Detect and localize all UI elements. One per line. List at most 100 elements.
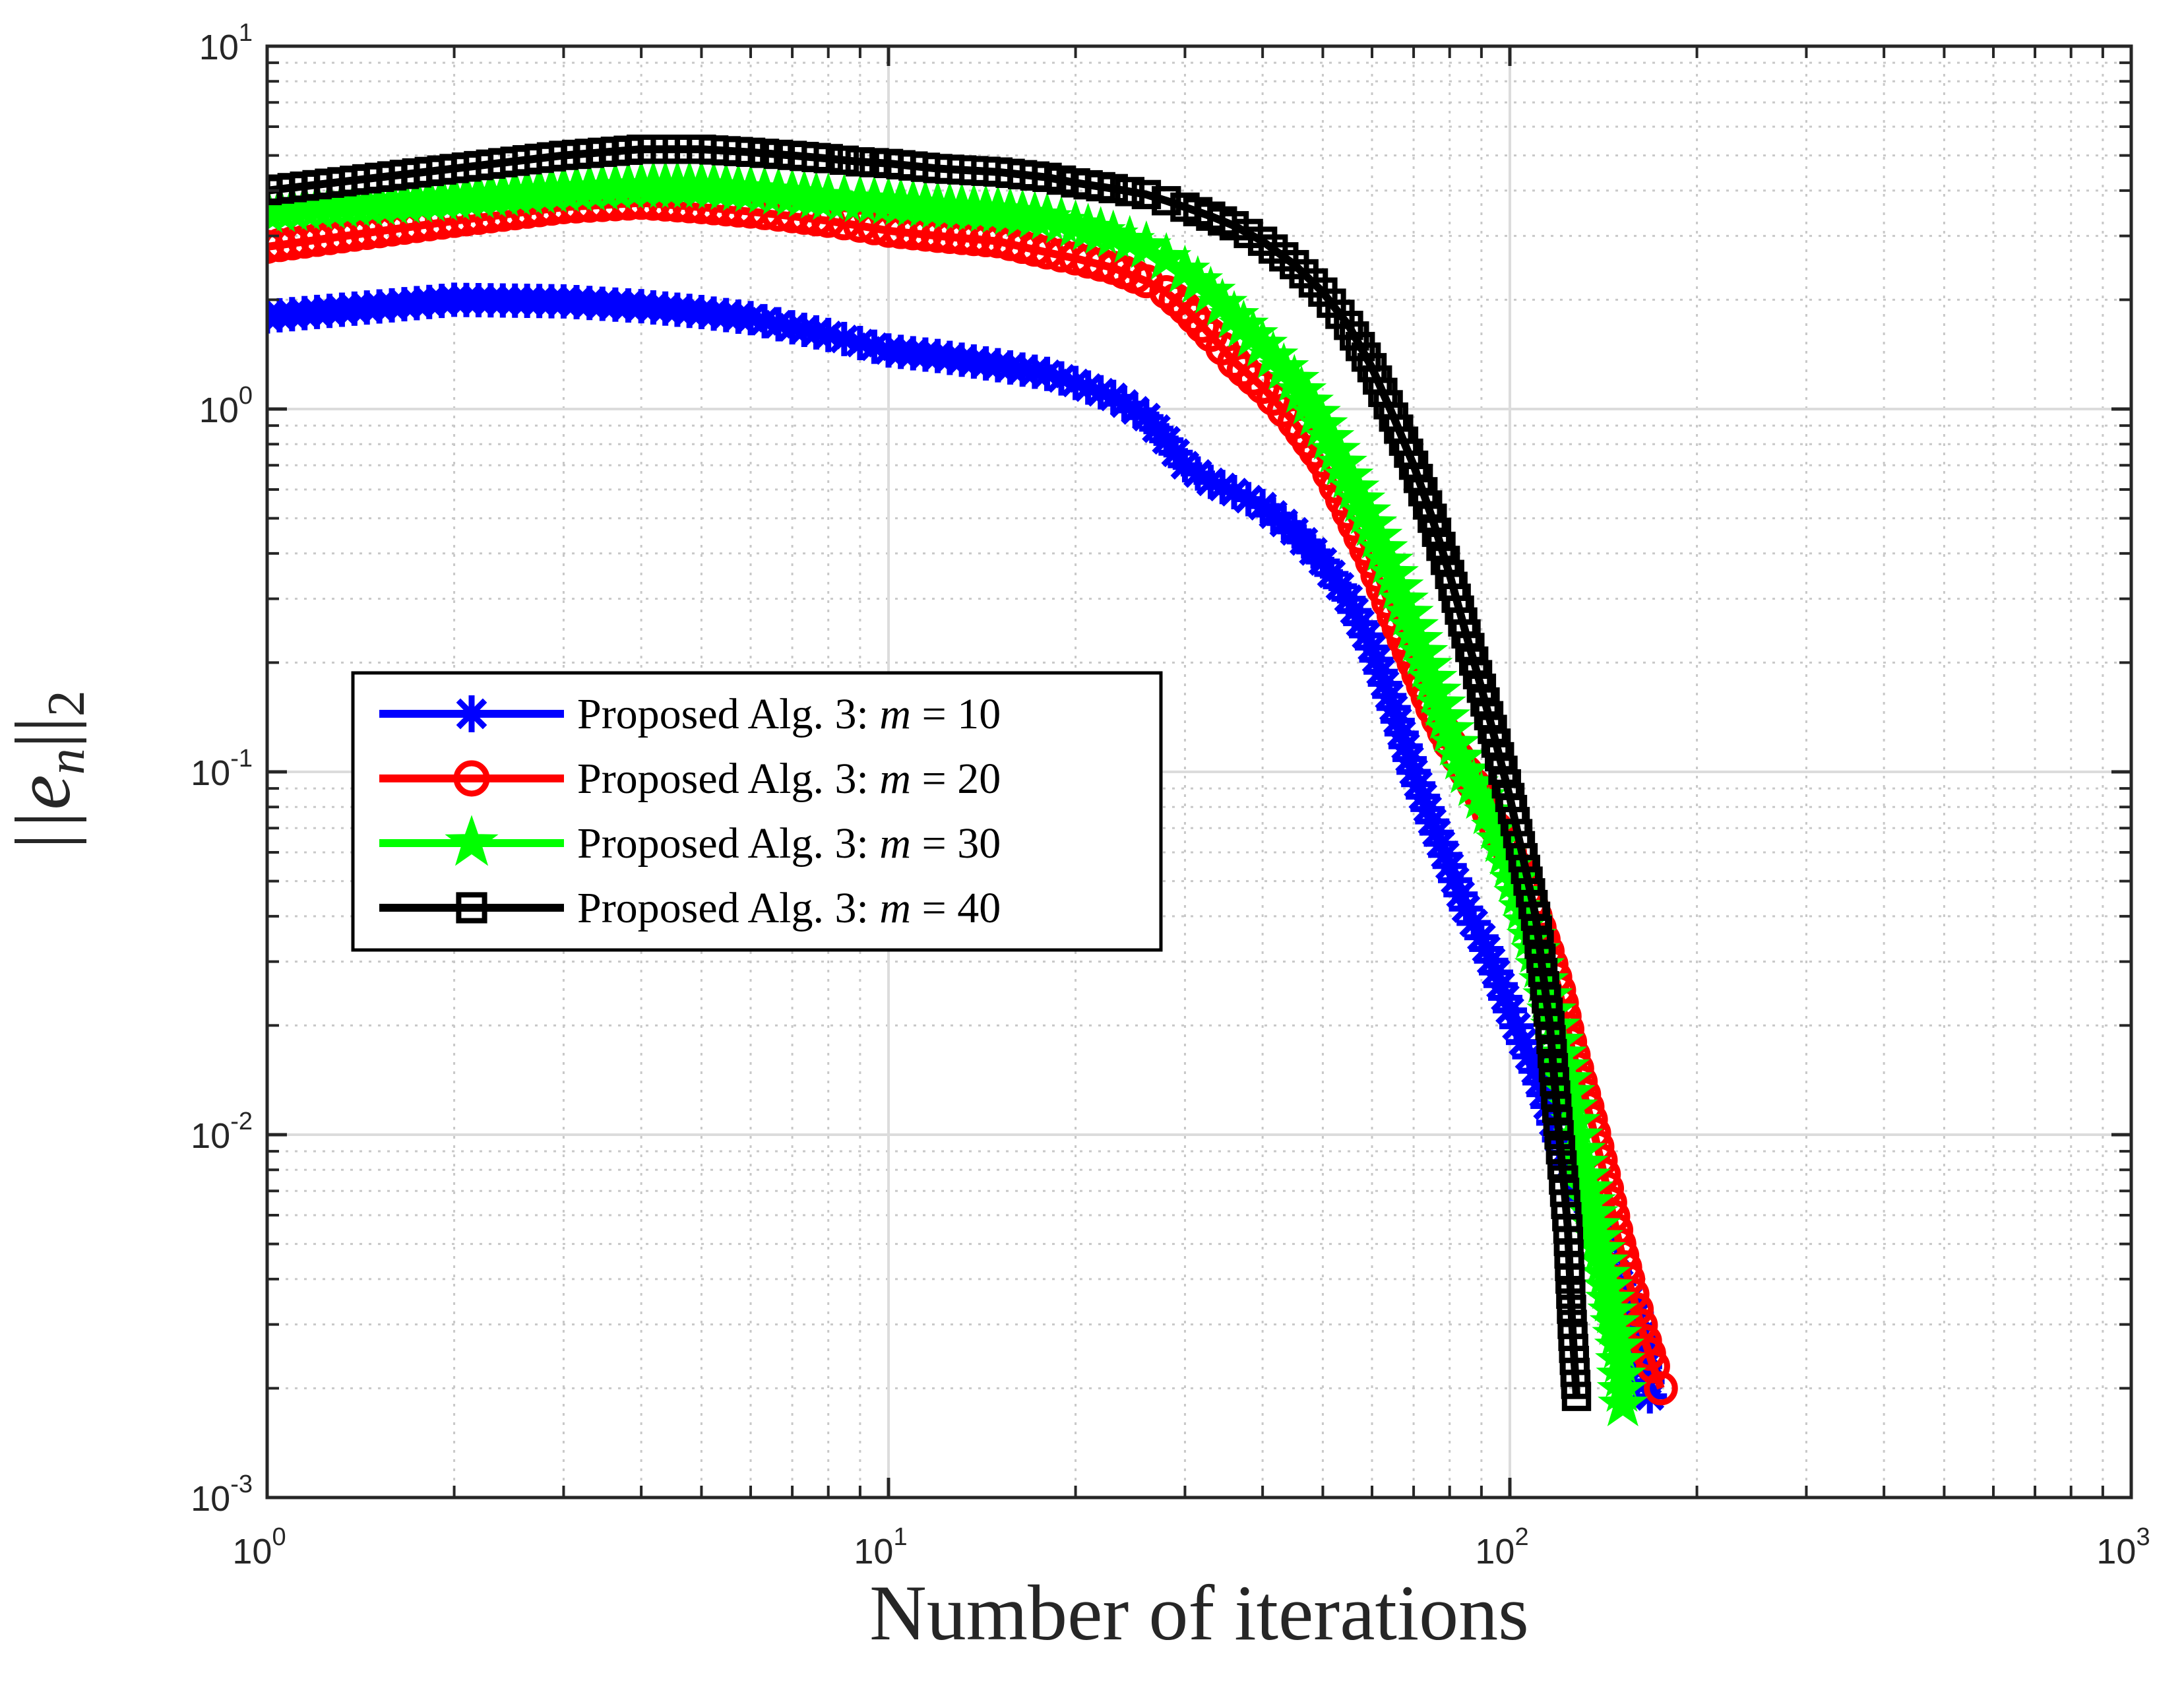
data-point-pentagram (1009, 190, 1060, 239)
x-tick-base: 10 (232, 1532, 272, 1571)
y-tick-exp: 0 (239, 382, 253, 410)
data-point-asterisk (1488, 980, 1523, 1015)
data-point-square (1233, 218, 1263, 249)
x-tick-base: 10 (1475, 1532, 1514, 1571)
data-point-pentagram (900, 179, 951, 228)
y-tick-base: 10 (191, 1479, 230, 1519)
data-point-pentagram (1036, 195, 1087, 244)
data-point-circle (1235, 362, 1270, 396)
data-point-square (1131, 179, 1162, 210)
legend-label-suffix: = 40 (911, 884, 1001, 932)
svg-text:||en||2: ||en||2 (0, 690, 96, 853)
legend-entry-4: Proposed Alg. 3: m = 40 (379, 884, 1001, 932)
data-point-square (456, 892, 487, 924)
data-point-circle (453, 760, 490, 797)
legend-entry-2: Proposed Alg. 3: m = 20 (379, 755, 1001, 803)
data-point-pentagram (1420, 691, 1471, 740)
y-tick-exp: -3 (230, 1470, 253, 1498)
data-point-pentagram (713, 163, 764, 211)
data-point-asterisk (1499, 1009, 1534, 1044)
data-point-asterisk (1231, 482, 1266, 517)
data-point-asterisk (827, 321, 861, 356)
legend-label-prefix: Proposed Alg. 3: (577, 819, 879, 868)
data-point-square (1561, 1370, 1591, 1399)
y-tick-labels: 10-3 10-2 10 -1 10 0 101 (191, 19, 253, 1519)
data-point-circle (1644, 1371, 1678, 1406)
x-tick-exp: 2 (1514, 1523, 1528, 1551)
grid-minor (267, 46, 2131, 1498)
legend-label: Proposed Alg. 3: m = 40 (577, 884, 1001, 932)
data-point-pentagram (819, 173, 869, 222)
x-tick-label: 103 (2096, 1523, 2150, 1571)
data-point-pentagram (1340, 486, 1392, 534)
data-point-circle (1226, 353, 1261, 387)
x-tick-exp: 1 (893, 1523, 907, 1551)
data-point-pentagram (1075, 206, 1126, 254)
data-point-pentagram (445, 815, 499, 866)
data-point-square (1115, 177, 1145, 206)
data-point-asterisk (1139, 411, 1174, 446)
x-tick-labels: 100 101 102 103 (232, 1523, 2150, 1571)
x-tick-label: 102 (1475, 1523, 1528, 1571)
data-point-square (1557, 1294, 1586, 1324)
data-point-pentagram (1290, 387, 1341, 436)
legend-label-var: m (879, 819, 911, 868)
data-point-pentagram (1104, 214, 1155, 263)
data-point-pentagram (1259, 342, 1309, 391)
data-point-circle (1118, 259, 1153, 294)
legend-label: Proposed Alg. 3: m = 10 (577, 690, 1001, 738)
data-point-square (1538, 1053, 1569, 1083)
x-tick-base: 10 (2096, 1532, 2136, 1571)
data-point-pentagram (1596, 1364, 1648, 1412)
data-point-square (1152, 186, 1181, 216)
data-point-square (1526, 943, 1556, 973)
x-tick-label: 100 (232, 1523, 286, 1571)
y-tick-exp: 1 (239, 19, 253, 47)
data-point-asterisk (1443, 877, 1478, 912)
data-point-square (1556, 1279, 1586, 1309)
series-3 (267, 160, 1648, 1427)
legend-entry-1: Proposed Alg. 3: m = 10 (379, 690, 1001, 738)
data-point-asterisk (453, 695, 490, 732)
data-point-square (1298, 268, 1328, 298)
data-point-square (1413, 490, 1443, 520)
data-point-asterisk (857, 329, 892, 364)
data-point-pentagram (1582, 1261, 1633, 1310)
data-point-asterisk (1017, 354, 1052, 389)
y-tick-label: 101 (199, 19, 253, 67)
data-point-pentagram (849, 175, 900, 224)
y-tick-label: 10-3 (191, 1470, 253, 1519)
data-point-pentagram (1197, 278, 1248, 326)
data-point-pentagram (1435, 731, 1486, 780)
y-tick-exp: -1 (230, 745, 253, 773)
data-point-circle (1017, 232, 1052, 267)
data-point-pentagram (1463, 786, 1514, 835)
series-4 (267, 134, 1592, 1411)
data-point-pentagram (1317, 437, 1367, 486)
data-point-square (1555, 1251, 1584, 1282)
data-point-asterisk (1044, 361, 1079, 396)
data-point-pentagram (1592, 1308, 1642, 1357)
data-point-pentagram (1402, 639, 1453, 688)
y-axis-label-base: ||e (0, 774, 86, 853)
data-point-square (1046, 165, 1076, 195)
data-point-asterisk (1392, 742, 1427, 776)
y-tick-label: 10-2 (191, 1108, 253, 1156)
data-point-square (1086, 172, 1115, 202)
legend: Proposed Alg. 3: m = 10 Proposed Alg. 3: … (351, 671, 1163, 952)
y-axis-label-tail-sub: 2 (38, 690, 96, 716)
y-axis-label-sub: n (38, 748, 96, 774)
y-tick-exp: -2 (230, 1108, 253, 1135)
x-tick-exp: 3 (2136, 1523, 2150, 1551)
data-point-pentagram (1553, 1110, 1604, 1158)
data-point-asterisk (908, 337, 943, 372)
data-point-pentagram (1228, 309, 1278, 358)
y-tick-base: 10 (199, 28, 239, 67)
data-point-asterisk (721, 299, 756, 334)
legend-label-var: m (879, 755, 911, 803)
data-point-pentagram (1383, 587, 1434, 636)
data-point-asterisk (1205, 470, 1240, 505)
x-tick-label: 101 (854, 1523, 907, 1571)
y-axis-label: ||en||2 (0, 690, 96, 853)
